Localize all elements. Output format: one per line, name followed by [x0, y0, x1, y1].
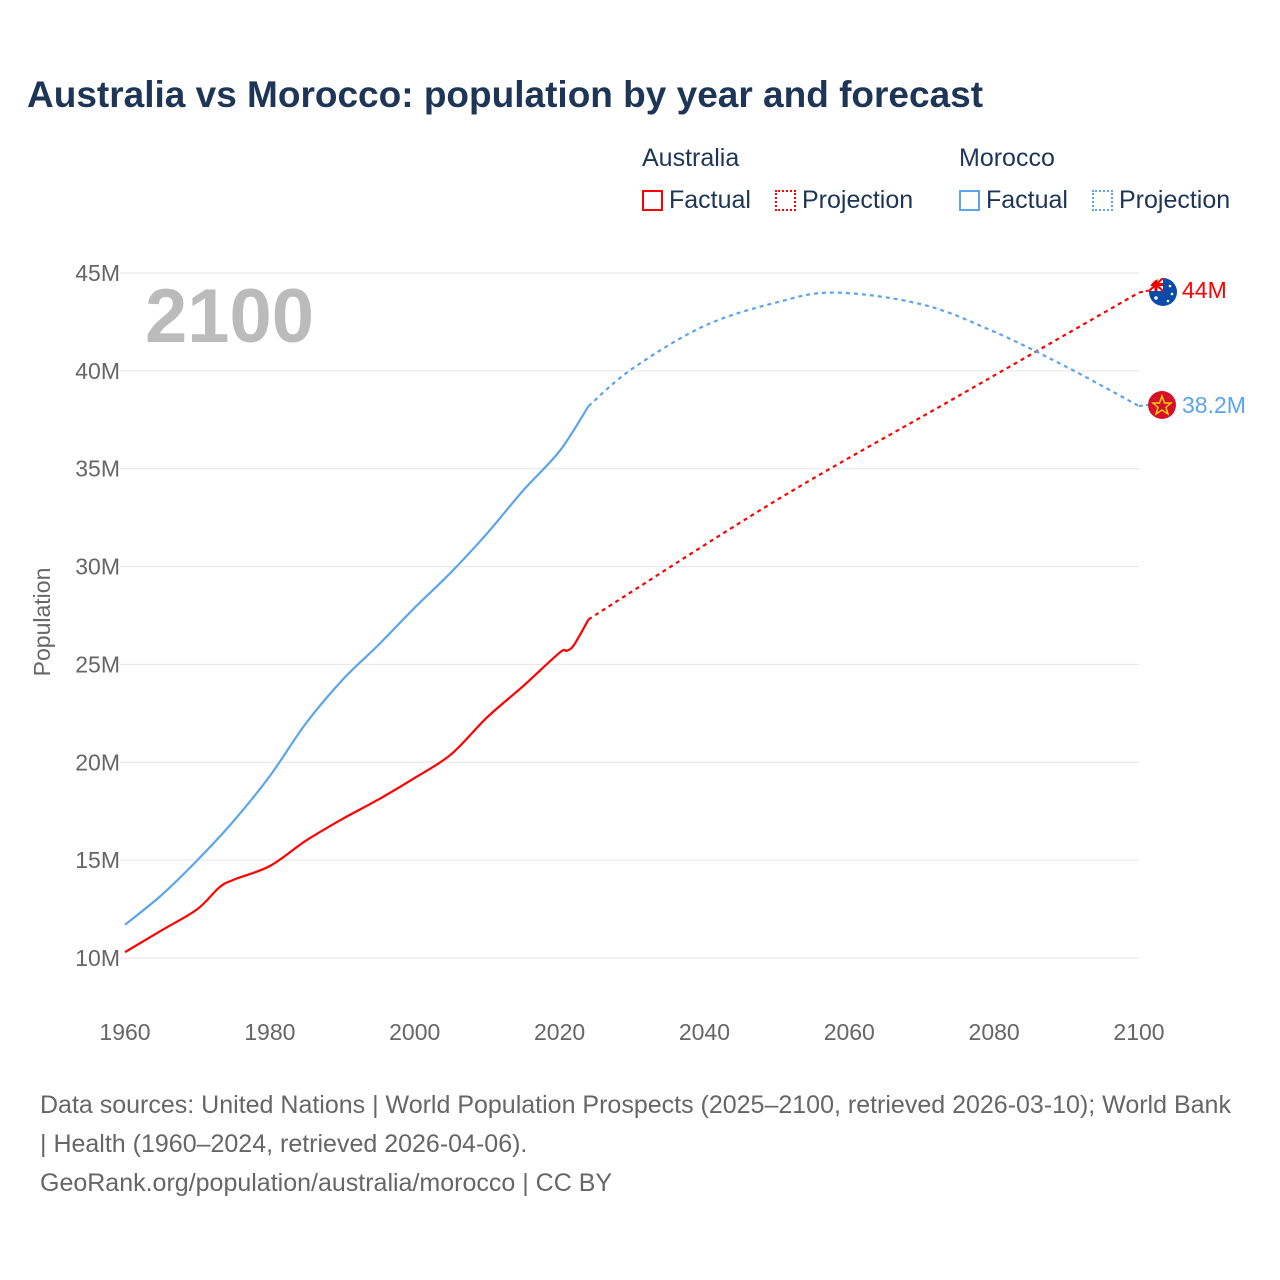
y-tick-label: 15M — [75, 847, 120, 873]
x-tick-label: 2060 — [824, 1019, 875, 1045]
y-tick-label: 30M — [75, 554, 120, 580]
legend-australia-heading: Australia — [642, 144, 740, 172]
y-tick-label: 25M — [75, 651, 120, 677]
legend-australia-projection[interactable]: Projection — [775, 186, 913, 215]
x-tick-label: 2080 — [969, 1019, 1020, 1045]
sources-footer: Data sources: United Nations | World Pop… — [40, 1086, 1240, 1203]
x-tick-label: 1960 — [99, 1019, 150, 1045]
solid-swatch-icon — [642, 190, 663, 211]
x-tick-label: 2000 — [389, 1019, 440, 1045]
australia-projection-line — [587, 291, 1140, 621]
australia-label-connector — [1138, 289, 1150, 294]
y-tick-label: 40M — [75, 358, 120, 384]
legend-morocco-factual[interactable]: Factual — [959, 186, 1068, 215]
solid-swatch-icon — [959, 190, 980, 211]
x-tick-label: 2020 — [534, 1019, 585, 1045]
morocco-end-label: 38.2M — [1182, 392, 1246, 418]
dotted-swatch-icon — [775, 190, 796, 211]
year-overlay: 2100 — [145, 274, 314, 359]
y-tick-label: 45M — [75, 260, 120, 286]
legend-label: Projection — [802, 186, 914, 214]
y-axis-label: Population — [29, 568, 55, 677]
legend-morocco-projection[interactable]: Projection — [1092, 186, 1230, 215]
x-tick-label: 1980 — [244, 1019, 295, 1045]
legend-label: Factual — [986, 186, 1068, 214]
legend-morocco-heading: Morocco — [959, 144, 1055, 172]
y-tick-label: 35M — [75, 456, 120, 482]
y-tick-label: 20M — [75, 749, 120, 775]
chart-area: 10M 15M 20M 25M 30M 35M 40M 45M 1960 1980 2000 2020… — [29, 260, 1246, 1045]
legend-australia-factual[interactable]: Factual — [642, 186, 751, 215]
morocco-label-connector — [1138, 404, 1149, 408]
x-tick-label: 2040 — [679, 1019, 730, 1045]
legend-label: Factual — [669, 186, 751, 214]
australia-end-label: 44M — [1182, 277, 1227, 303]
australia-factual-line — [124, 618, 590, 954]
chart-title: Australia vs Morocco: population by year… — [27, 74, 984, 115]
y-tick-label: 10M — [75, 945, 120, 971]
source-link[interactable]: GeoRank.org/population/australia/morocco… — [40, 1169, 613, 1197]
sources-text: Data sources: United Nations | World Pop… — [40, 1091, 1231, 1158]
morocco-factual-line — [124, 405, 590, 926]
legend-label: Projection — [1119, 186, 1231, 214]
morocco-projection-line — [587, 291, 1140, 408]
morocco-flag-icon — [1148, 391, 1176, 419]
australia-flag-icon — [1149, 278, 1177, 306]
x-tick-label: 2100 — [1113, 1019, 1164, 1045]
dotted-swatch-icon — [1092, 190, 1113, 211]
